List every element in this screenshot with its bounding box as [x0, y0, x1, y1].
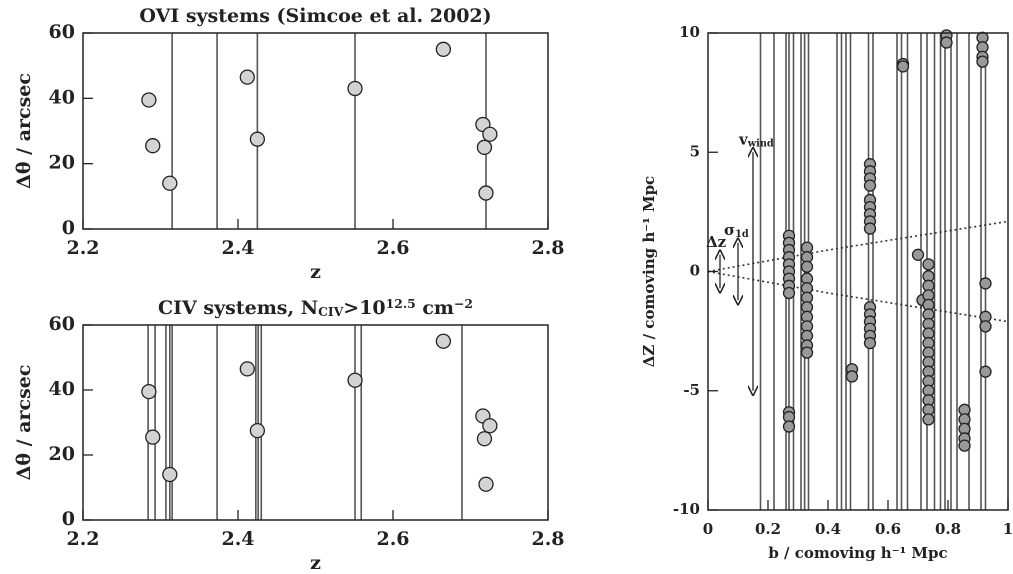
point [476, 139, 493, 155]
plot-frame [82, 324, 549, 521]
point [141, 383, 157, 400]
y-tick-label: -5 [683, 381, 700, 399]
arrow-label: σ1d [724, 221, 749, 240]
x-tick-label: 0.6 [875, 520, 901, 538]
point [249, 422, 266, 439]
x-tick-label: 2.2 [66, 237, 99, 259]
point [800, 346, 814, 359]
x-axis-label: z [310, 552, 321, 574]
arrow-label: Δz [706, 233, 727, 251]
point [162, 466, 178, 483]
x-tick-label: 2.6 [376, 237, 409, 259]
y-axis-label: ΔZ / comoving h⁻¹ Mpc [640, 176, 658, 367]
y-tick-label: 40 [49, 86, 75, 108]
x-tick-label: 2.8 [531, 528, 564, 550]
y-tick-label: 20 [49, 152, 75, 174]
point [249, 131, 266, 147]
x-tick-label: 0 [703, 520, 713, 538]
y-axis-label: Δθ / arcsec [13, 365, 35, 481]
y-tick-label: 60 [49, 21, 75, 43]
point [922, 258, 935, 271]
x-tick-label: 2.8 [531, 237, 564, 259]
point [911, 248, 925, 261]
chart-title-part: −2 [454, 296, 473, 311]
y-tick-label: 0 [62, 508, 75, 530]
x-tick-label: 1 [1003, 520, 1013, 538]
y-tick-label: 10 [679, 23, 700, 41]
point [863, 222, 877, 235]
point [145, 138, 161, 154]
x-tick-label: 2.4 [221, 528, 254, 550]
point [435, 333, 452, 349]
point [478, 476, 494, 492]
point [347, 80, 363, 97]
point [482, 418, 498, 434]
point [979, 320, 992, 333]
y-tick-label: 0 [62, 217, 75, 239]
y-tick-label: 5 [690, 142, 700, 160]
x-tick-label: 0.4 [815, 520, 841, 538]
point [435, 41, 452, 57]
point [347, 372, 363, 388]
point [476, 431, 493, 447]
y-tick-label: -10 [673, 500, 700, 518]
arrow-label-part: 1d [735, 228, 749, 239]
arrow-label-part: wind [747, 138, 774, 149]
x-tick-label: 0.2 [755, 520, 781, 538]
chart-title: OVI systems (Simcoe et al. 2002) [139, 5, 491, 27]
y-tick-label: 20 [49, 443, 75, 465]
arrow-label-part: Δz [706, 233, 727, 251]
point [979, 277, 992, 290]
point [782, 286, 796, 300]
chart-title: CIV systems, NCIV>1012.5 cm−2 [158, 296, 473, 319]
y-axis-label: Δθ / arcsec [13, 73, 35, 189]
point [979, 365, 992, 378]
arrow-label: vwind [738, 130, 774, 149]
chart-title-part: 12.5 [386, 296, 416, 311]
chart-title-part: >10 [343, 297, 385, 319]
chart-title-part: OVI systems (Simcoe et al. 2002) [139, 5, 491, 27]
point [922, 413, 935, 426]
point [863, 179, 877, 192]
point [800, 260, 814, 273]
x-tick-label: 0.8 [935, 520, 961, 538]
y-tick-label: 60 [49, 313, 75, 335]
x-tick-label: 2.2 [66, 528, 99, 550]
point [239, 69, 255, 85]
plot-frame [82, 32, 549, 230]
chart-title-part: cm [416, 297, 454, 319]
arrow-label-part: σ [724, 221, 735, 239]
x-axis-label: b / comoving h⁻¹ Mpc [768, 544, 947, 562]
chart-title-part: CIV systems, N [158, 297, 318, 319]
point [145, 429, 161, 445]
x-tick-label: 2.6 [376, 528, 409, 550]
point [845, 370, 859, 383]
point [162, 175, 178, 191]
point [141, 92, 157, 108]
point [782, 420, 796, 433]
point [478, 185, 494, 201]
point [482, 126, 498, 142]
point [239, 361, 255, 377]
y-tick-label: 40 [49, 378, 75, 400]
y-tick-label: 0 [690, 262, 700, 280]
point [958, 439, 971, 452]
point [896, 60, 910, 73]
x-tick-label: 2.4 [221, 237, 254, 259]
point [976, 55, 989, 68]
point [940, 36, 953, 49]
arrow-label-part: v [738, 130, 749, 148]
point [863, 336, 877, 350]
chart-title-part: CIV [318, 304, 344, 319]
x-axis-label: z [310, 261, 321, 283]
